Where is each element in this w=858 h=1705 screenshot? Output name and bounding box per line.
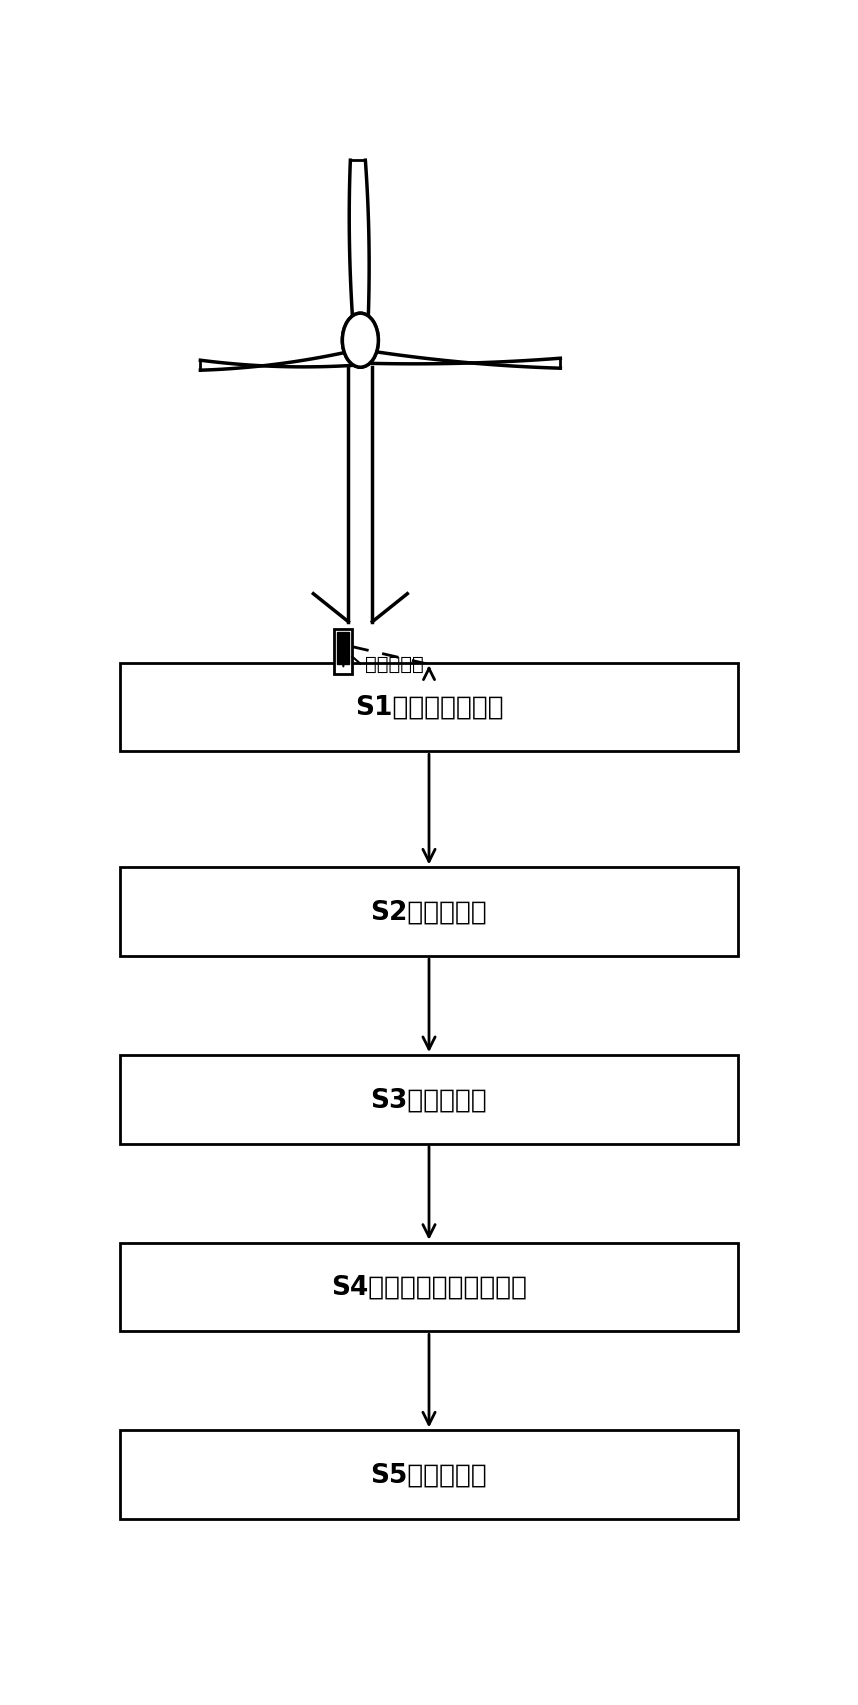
FancyBboxPatch shape: [120, 663, 738, 752]
Text: 激光传感器: 激光传感器: [366, 655, 424, 673]
FancyBboxPatch shape: [120, 1243, 738, 1332]
Text: S4，提取振型幅值及频率: S4，提取振型幅值及频率: [331, 1274, 527, 1301]
Ellipse shape: [342, 314, 378, 368]
Polygon shape: [349, 160, 369, 315]
Text: S1，采集距离信号: S1，采集距离信号: [354, 694, 504, 721]
Polygon shape: [366, 351, 560, 368]
Ellipse shape: [342, 314, 378, 368]
Text: S3，滤波处理: S3，滤波处理: [371, 1086, 487, 1113]
Polygon shape: [201, 351, 355, 372]
FancyBboxPatch shape: [335, 629, 353, 675]
FancyBboxPatch shape: [120, 1430, 738, 1519]
Text: S5，数据比对: S5，数据比对: [371, 1461, 487, 1488]
Text: S2，基线校正: S2，基线校正: [371, 899, 487, 926]
FancyBboxPatch shape: [120, 868, 738, 957]
FancyBboxPatch shape: [337, 633, 349, 665]
FancyBboxPatch shape: [120, 1055, 738, 1144]
